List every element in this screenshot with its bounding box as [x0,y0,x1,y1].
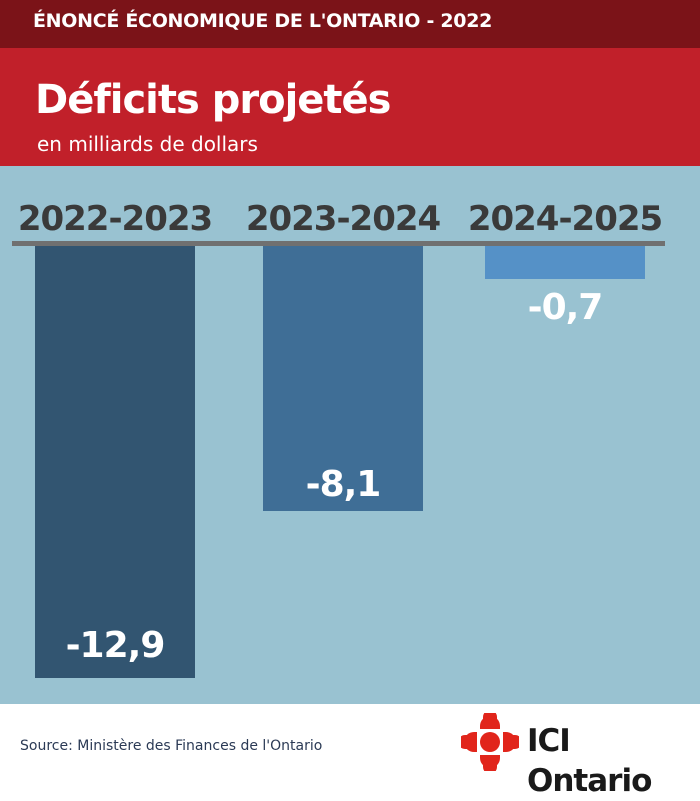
bar-2023-2024 [263,246,423,511]
category-label: 2022-2023 [17,199,213,239]
category-label: 2024-2025 [467,199,663,239]
brand-name: ICI Ontario [527,723,652,799]
source-text: Source: Ministère des Finances de l'Onta… [20,738,323,754]
bar-2024-2025 [485,246,645,279]
radio-canada-gem-icon [461,713,519,771]
bar-2022-2023 [35,246,195,678]
title-band: Déficits projetés en milliards de dollar… [0,48,700,166]
bar-value-label: -12,9 [65,625,166,666]
footer [0,704,700,779]
chart-subtitle: en milliards de dollars [37,132,258,156]
kicker-bar: ÉNONCÉ ÉCONOMIQUE DE L'ONTARIO - 2022 [0,0,700,48]
chart-title: Déficits projetés [35,77,391,123]
kicker-text: ÉNONCÉ ÉCONOMIQUE DE L'ONTARIO - 2022 [33,10,493,32]
category-label: 2023-2024 [245,199,441,239]
bar-value-label: -8,1 [305,464,382,505]
x-axis-line [12,241,665,246]
bar-value-label: -0,7 [527,287,604,328]
